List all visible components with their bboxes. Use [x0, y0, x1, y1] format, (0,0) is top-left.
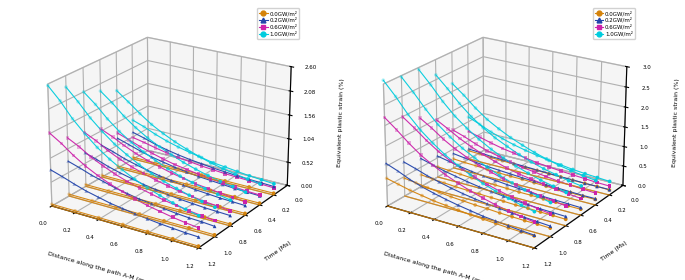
Legend: 0.0GW/m², 0.2GW/m², 0.6GW/m², 1.0GW/m²: 0.0GW/m², 0.2GW/m², 0.6GW/m², 1.0GW/m² [257, 8, 299, 39]
Y-axis label: Time (Ms): Time (Ms) [600, 240, 628, 262]
Y-axis label: Time (Ms): Time (Ms) [264, 240, 292, 262]
X-axis label: Distance along the path A-M (mm): Distance along the path A-M (mm) [47, 251, 153, 280]
X-axis label: Distance along the path A-M (mm): Distance along the path A-M (mm) [383, 251, 489, 280]
Legend: 0.0GW/m², 0.2GW/m², 0.6GW/m², 1.0GW/m²: 0.0GW/m², 0.2GW/m², 0.6GW/m², 1.0GW/m² [593, 8, 635, 39]
